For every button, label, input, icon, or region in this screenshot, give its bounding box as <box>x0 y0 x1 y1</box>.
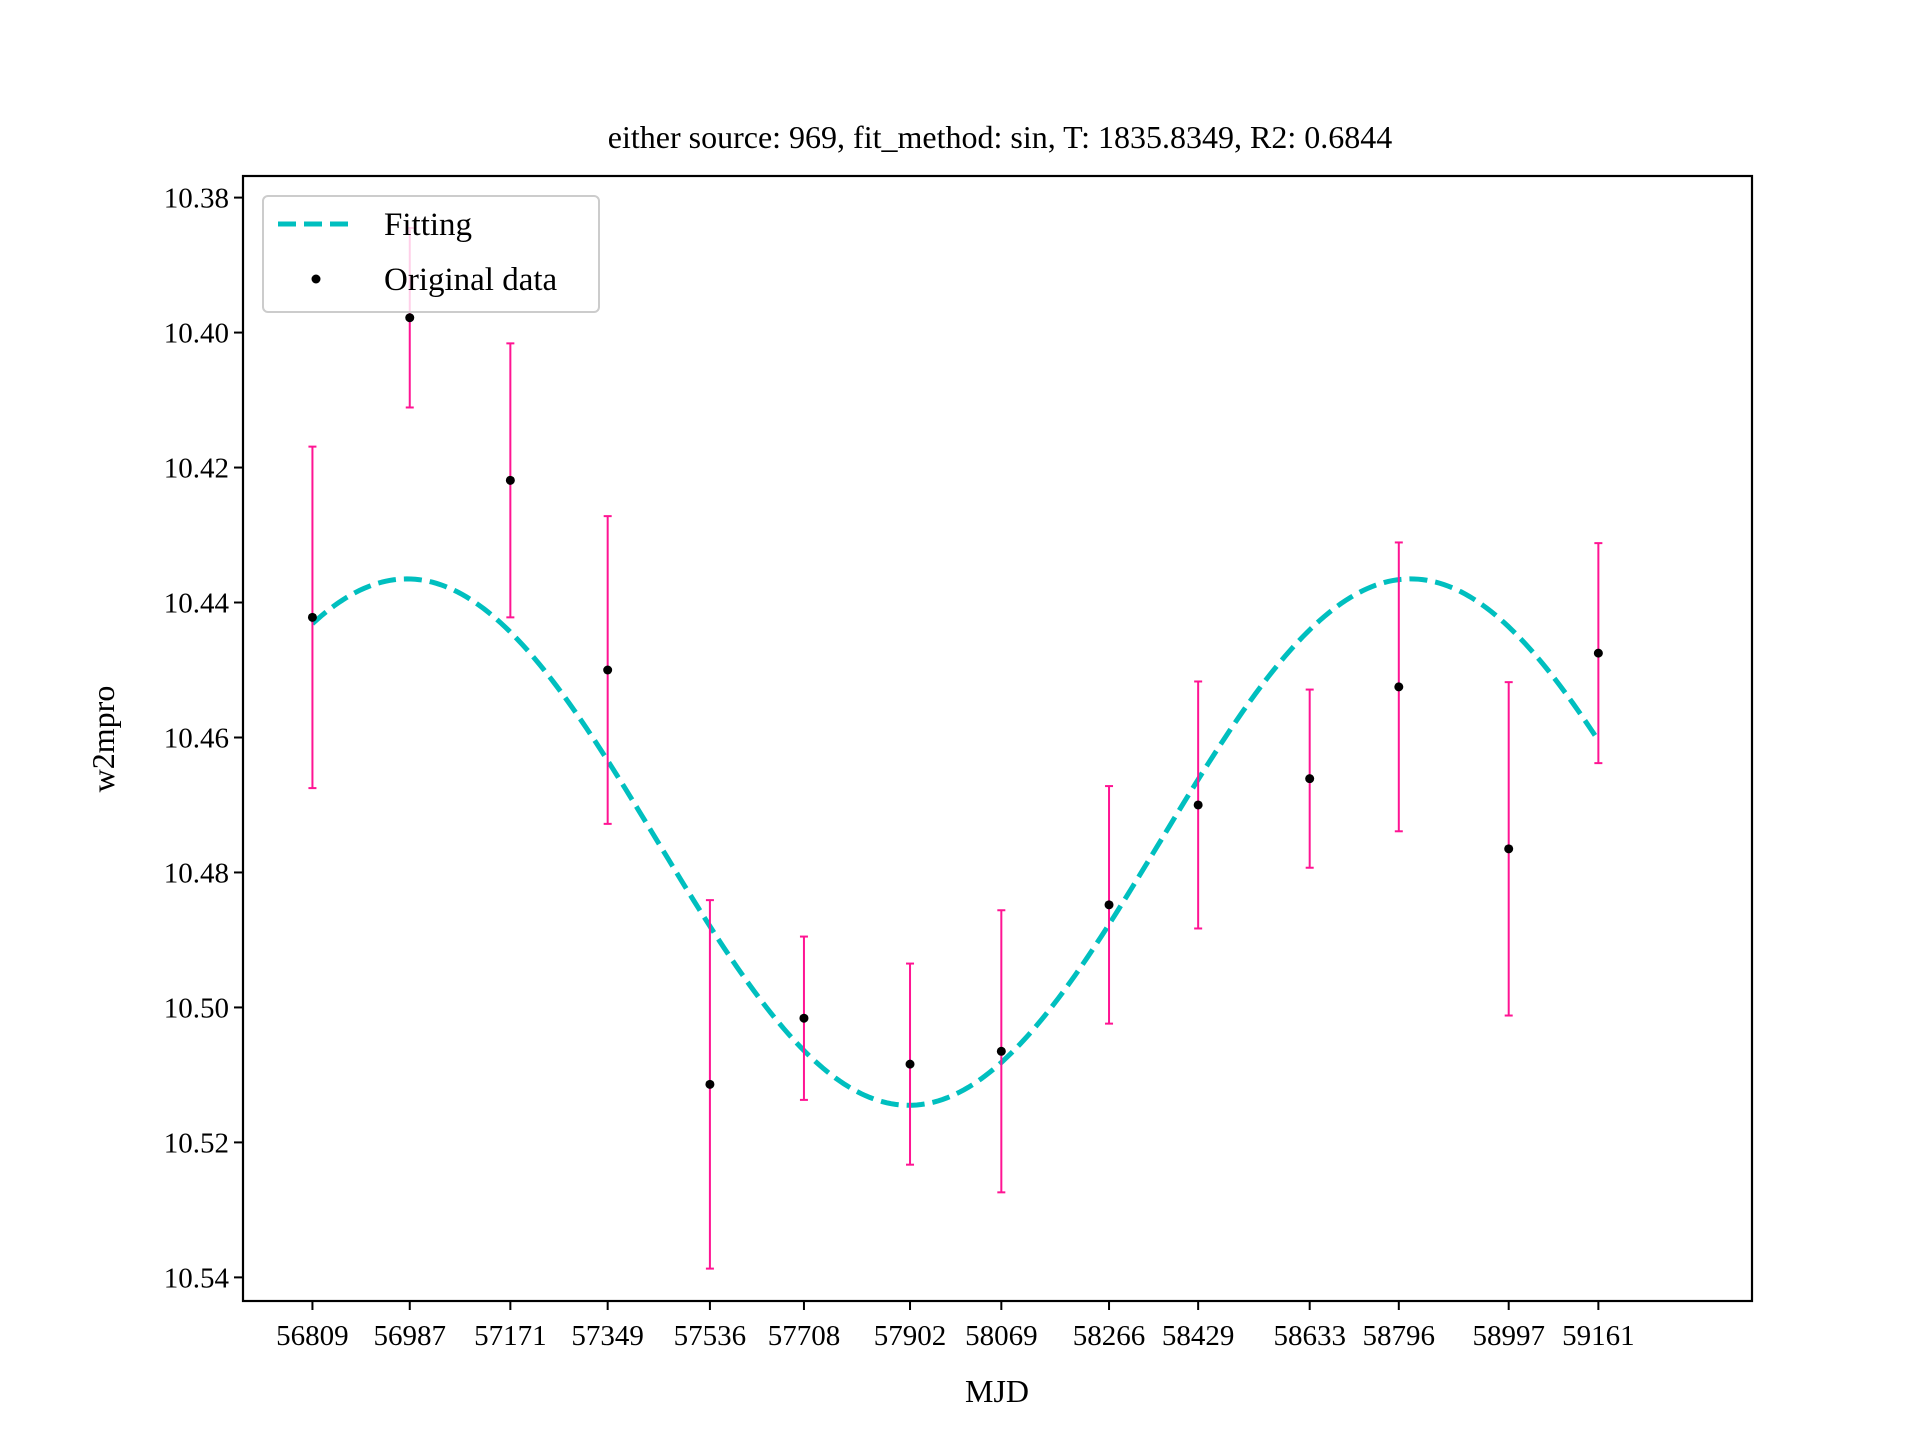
x-tick-label: 56987 <box>374 1320 447 1352</box>
x-tick-label: 58796 <box>1363 1320 1436 1352</box>
y-tick-label: 10.46 <box>164 722 229 754</box>
legend-original-data-label: Original data <box>384 262 558 298</box>
legend-original-data-marker <box>311 274 321 284</box>
y-tick-label: 10.54 <box>164 1262 230 1294</box>
x-tick-label: 58429 <box>1162 1320 1235 1352</box>
y-tick-label: 10.44 <box>164 588 230 620</box>
data-point <box>1305 688 1315 869</box>
y-axis-label: w2mpro <box>85 686 121 793</box>
data-point <box>1504 681 1514 1017</box>
data-point <box>905 962 915 1166</box>
y-tick-label: 10.42 <box>164 453 229 485</box>
data-marker <box>705 1079 715 1089</box>
plot-area <box>307 226 1603 1270</box>
data-marker <box>1305 774 1315 784</box>
data-point <box>1394 541 1404 833</box>
y-tick-label: 10.38 <box>164 183 229 215</box>
legend: Fitting Original data <box>262 195 600 313</box>
fitting-curve <box>310 576 1601 1108</box>
data-marker <box>905 1059 915 1069</box>
plot-frame <box>241 174 1754 1303</box>
y-tick-label: 10.40 <box>164 318 229 350</box>
data-point <box>1593 542 1603 765</box>
x-tick-label: 58997 <box>1472 1320 1545 1352</box>
data-marker <box>1394 682 1404 692</box>
x-axis-label: MJD <box>965 1373 1029 1409</box>
x-axis: 56809 56987 57171 57349 57536 57708 57902 58069… <box>276 1301 1635 1352</box>
data-marker <box>799 1013 809 1023</box>
data-marker <box>1593 648 1603 658</box>
chart-title: either source: 969, fit_method: sin, T: … <box>608 119 1392 155</box>
data-point <box>505 342 515 619</box>
data-point <box>307 445 317 790</box>
data-point <box>705 899 715 1270</box>
data-point <box>996 909 1006 1194</box>
data-marker <box>603 665 613 675</box>
data-marker <box>1104 900 1114 910</box>
x-tick-label: 57536 <box>674 1320 747 1352</box>
x-tick-label: 56809 <box>276 1320 349 1352</box>
data-marker <box>996 1046 1006 1056</box>
data-point <box>1104 785 1114 1025</box>
x-tick-label: 57902 <box>874 1320 947 1352</box>
y-tick-label: 10.48 <box>164 857 229 889</box>
x-tick-label: 57171 <box>474 1320 547 1352</box>
y-tick-label: 10.52 <box>164 1127 229 1159</box>
data-point <box>603 515 613 825</box>
x-tick-label: 58069 <box>965 1320 1038 1352</box>
x-tick-label: 59161 <box>1562 1320 1635 1352</box>
x-tick-label: 57708 <box>768 1320 841 1352</box>
data-marker <box>307 612 317 622</box>
data-point <box>799 935 809 1101</box>
legend-fitting-label: Fitting <box>384 207 472 243</box>
data-marker <box>505 475 515 485</box>
data-point <box>1193 680 1203 930</box>
x-tick-label: 58266 <box>1073 1320 1146 1352</box>
data-marker <box>1504 844 1514 854</box>
y-tick-label: 10.50 <box>164 992 229 1024</box>
x-tick-label: 58633 <box>1273 1320 1346 1352</box>
data-marker <box>1193 800 1203 810</box>
y-axis: 10.38 10.40 10.42 10.44 10.46 10.48 10.50 10.52… <box>164 183 243 1294</box>
data-marker <box>405 313 415 323</box>
x-tick-label: 57349 <box>571 1320 644 1352</box>
